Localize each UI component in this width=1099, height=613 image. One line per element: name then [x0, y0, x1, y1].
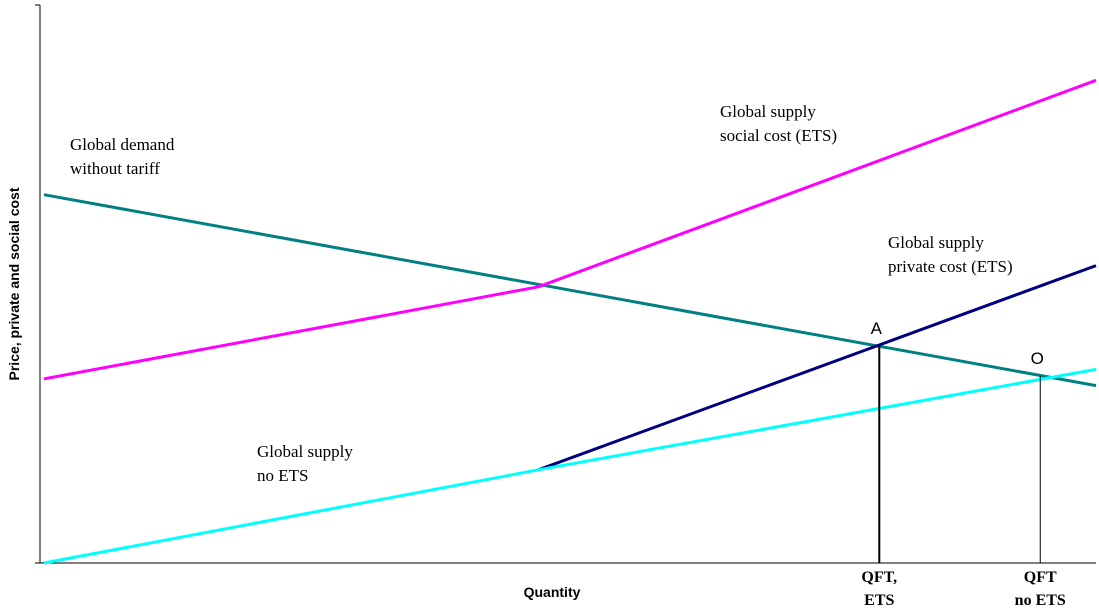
x-tick-label-line: QFT	[1024, 569, 1057, 586]
equilibrium-point-labels: AO	[871, 319, 1044, 368]
series-label-line: Global supply	[257, 442, 353, 461]
x-tick-label-line: ETS	[864, 592, 894, 609]
series-label-line: no ETS	[257, 466, 308, 485]
x-axis-title: Quantity	[524, 584, 581, 600]
series-lines	[43, 78, 1097, 565]
series-label-line: private cost (ETS)	[888, 257, 1013, 276]
series-label-social: Global supply social cost (ETS)	[720, 102, 837, 145]
x-tick-labels: QFT, ETS QFT no ETS	[861, 569, 1065, 609]
series-label-demand: Global demand without tariff	[70, 135, 175, 178]
x-tick-label-line: QFT,	[861, 569, 897, 586]
series-line-private	[537, 264, 1097, 472]
series-label-private: Global supply private cost (ETS)	[888, 233, 1013, 276]
series-label-line: Global demand	[70, 135, 175, 154]
x-tick-label-1: QFT no ETS	[1015, 569, 1066, 609]
series-line-no_ets	[43, 367, 1097, 565]
equilibrium-drop-lines	[878, 345, 1041, 563]
series-label-line: Global supply	[720, 102, 816, 121]
series-label-line: Global supply	[888, 233, 984, 252]
x-tick-label-line: no ETS	[1015, 592, 1066, 609]
point-label-o: O	[1031, 349, 1044, 368]
series-line-demand	[43, 193, 1097, 388]
series-line-social	[43, 78, 1097, 381]
series-label-line: without tariff	[70, 159, 160, 178]
series-label-no_ets: Global supply no ETS	[257, 442, 353, 485]
y-axis-title: Price, private and social cost	[6, 187, 22, 380]
series-label-line: social cost (ETS)	[720, 126, 837, 145]
x-tick-label-0: QFT, ETS	[861, 569, 897, 609]
series-labels: Global demand without tariff Global supply…	[70, 102, 1013, 485]
point-label-a: A	[871, 319, 883, 338]
